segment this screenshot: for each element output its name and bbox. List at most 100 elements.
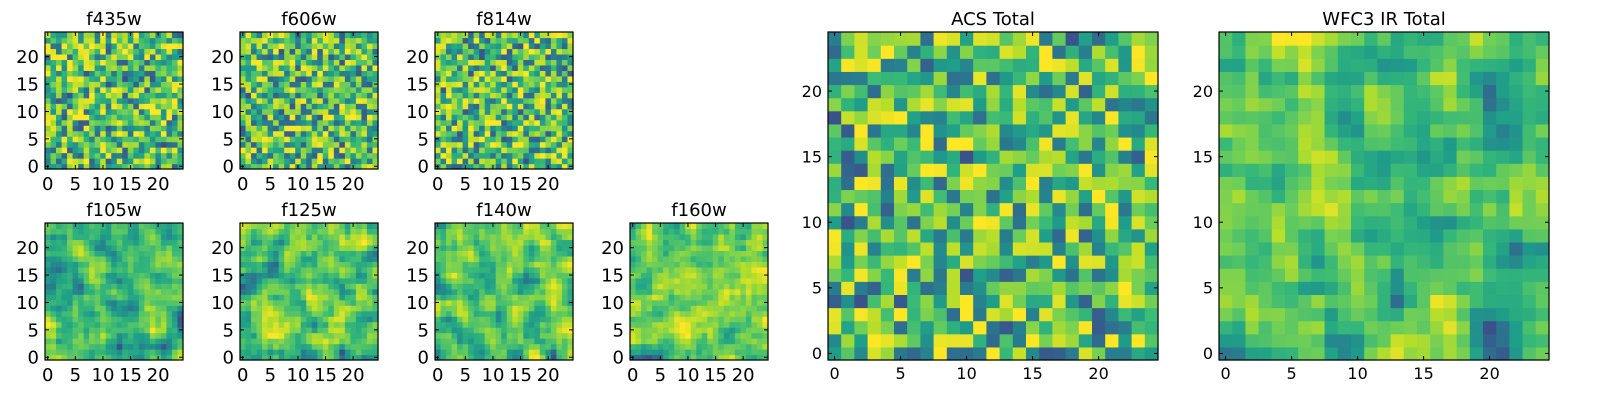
- heatmap-cell: [273, 239, 280, 246]
- heatmap-cell: [999, 268, 1014, 282]
- heatmap-cell: [56, 136, 63, 143]
- heatmap-cell: [462, 349, 469, 356]
- heatmap-cell: [663, 272, 670, 279]
- heatmap-cell: [539, 70, 546, 77]
- heatmap-cell: [646, 233, 653, 241]
- heatmap-cell: [473, 119, 480, 126]
- heatmap-cell: [907, 307, 921, 322]
- heatmap-cell: [630, 349, 637, 356]
- heatmap-cell: [545, 310, 552, 317]
- heatmap-cell: [630, 343, 637, 350]
- heatmap-cell: [718, 294, 725, 301]
- heatmap-cell: [707, 244, 714, 251]
- heatmap-cell: [171, 53, 179, 60]
- heatmap-cell: [523, 48, 530, 55]
- heatmap-cell: [122, 64, 129, 71]
- heatmap-cell: [630, 233, 637, 241]
- heatmap-cell: [762, 233, 769, 241]
- heatmap-cell: [289, 152, 296, 159]
- heatmap-cell: [894, 150, 908, 164]
- heatmap-cell: [734, 288, 741, 295]
- heatmap-cell: [295, 97, 302, 104]
- heatmap-cell: [78, 42, 85, 50]
- heatmap-cell: [674, 239, 681, 246]
- heatmap-cell: [289, 233, 296, 241]
- heatmap-cell: [83, 92, 90, 99]
- heatmap-cell: [567, 288, 574, 295]
- heatmap-cell: [105, 343, 112, 350]
- heatmap-cell: [149, 158, 156, 165]
- heatmap-cell: [122, 114, 129, 121]
- heatmap-cell: [278, 114, 285, 121]
- heatmap-cell: [567, 283, 574, 290]
- heatmap-cell: [160, 305, 168, 312]
- heatmap-cell: [300, 42, 307, 50]
- heatmap-cell: [473, 316, 480, 323]
- heatmap-cell: [674, 299, 681, 306]
- heatmap-cell: [256, 321, 263, 328]
- heatmap-cell: [350, 316, 357, 323]
- heatmap-cell: [166, 53, 173, 60]
- heatmap-cell: [440, 86, 447, 93]
- heatmap-cell: [171, 141, 179, 148]
- heatmap-cell: [668, 228, 675, 235]
- heatmap-cell: [723, 321, 730, 328]
- heatmap-cell: [462, 250, 469, 257]
- heatmap-cell: [674, 305, 681, 312]
- heatmap-cell: [440, 233, 447, 241]
- heatmap-cell: [495, 125, 502, 132]
- heatmap-cell: [501, 299, 508, 306]
- heatmap-cell: [56, 349, 63, 356]
- heatmap-cell: [630, 321, 637, 328]
- heatmap-cell: [160, 244, 168, 251]
- heatmap-cell: [484, 349, 491, 356]
- heatmap-cell: [240, 158, 247, 165]
- heatmap-cell: [745, 228, 753, 235]
- heatmap-cell: [83, 59, 90, 66]
- heatmap-cell: [171, 223, 179, 230]
- heatmap-cell: [729, 305, 736, 312]
- heatmap-cell: [479, 108, 486, 115]
- heatmap-cell: [462, 343, 469, 350]
- heatmap-cell: [479, 64, 486, 71]
- heatmap-cell: [451, 299, 458, 306]
- heatmap-cell: [289, 81, 296, 88]
- heatmap-cell: [451, 338, 458, 345]
- heatmap-cell: [177, 321, 184, 328]
- heatmap-cell: [256, 163, 263, 170]
- heatmap-cell: [133, 32, 140, 39]
- heatmap-cell: [479, 114, 486, 121]
- heatmap-cell: [506, 70, 513, 77]
- heatmap-cell: [674, 250, 681, 257]
- heatmap-cell: [534, 32, 541, 39]
- heatmap-cell: [556, 130, 563, 137]
- heatmap-cell: [339, 255, 346, 262]
- heatmap-cell: [127, 86, 134, 93]
- heatmap-cell: [339, 277, 346, 284]
- heatmap-cell: [740, 250, 747, 257]
- heatmap-cell: [350, 327, 357, 334]
- heatmap-cell: [127, 310, 134, 317]
- heatmap-cell: [122, 223, 129, 230]
- heatmap-cell: [495, 136, 502, 143]
- heatmap-cell: [495, 119, 502, 126]
- heatmap-cell: [657, 349, 664, 356]
- heatmap-cell: [111, 81, 118, 88]
- heatmap-cell: [67, 130, 74, 137]
- heatmap-cell: [306, 349, 313, 356]
- heatmap-cell: [479, 294, 486, 301]
- heatmap-cell: [630, 316, 637, 323]
- heatmap-cell: [635, 244, 642, 251]
- panel-title: f606w: [281, 9, 336, 30]
- heatmap-cell: [1144, 189, 1159, 204]
- heatmap-cell: [635, 294, 642, 301]
- heatmap-cell: [556, 288, 563, 295]
- heatmap-cell: [468, 119, 475, 126]
- heatmap-cell: [701, 239, 708, 246]
- heatmap-cell: [1065, 307, 1080, 322]
- heatmap-cell: [440, 255, 447, 262]
- heatmap-cell: [528, 338, 535, 345]
- heatmap-cell: [144, 32, 151, 39]
- heatmap-cell: [284, 86, 291, 93]
- heatmap-cell: [278, 250, 285, 257]
